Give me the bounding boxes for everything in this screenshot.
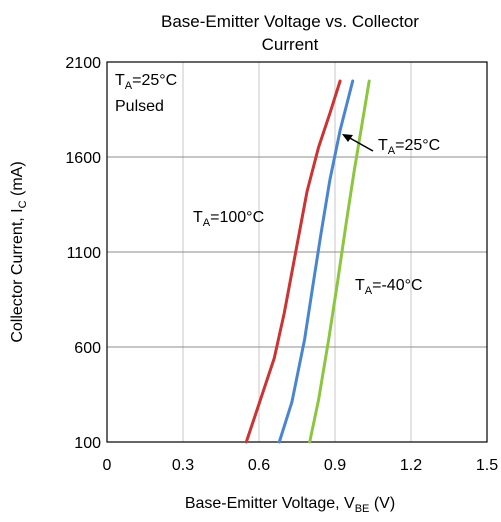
- x-tick-label: 1.5: [476, 457, 498, 474]
- annotation-arrow: [342, 134, 374, 152]
- x-tick-label: 0.9: [324, 457, 346, 474]
- y-tick-label: 2100: [65, 55, 101, 72]
- condition-note-temperature: TA=25°C: [115, 72, 177, 92]
- series-label-minus40c: TA=-40°C: [355, 277, 423, 297]
- series-line-2: [308, 79, 371, 444]
- x-tick-label: 0: [103, 457, 112, 474]
- series-lines: [244, 79, 371, 444]
- series-line-1: [277, 79, 355, 444]
- annotation-arrow-line: [347, 136, 374, 152]
- y-tick-label: 600: [74, 340, 101, 357]
- x-axis-label: Base-Emitter Voltage, VBE (V): [185, 495, 395, 515]
- tick-labels: 0 0.3 0.6 0.9 1.2 1.5 100 600 1100 1600 2100: [65, 55, 498, 474]
- chart-title: Base-Emitter Voltage vs. Collector Curre…: [161, 12, 419, 54]
- x-tick-label: 0.6: [248, 457, 270, 474]
- x-tick-label: 0.3: [172, 457, 194, 474]
- plot-frame: [106, 61, 488, 443]
- condition-note-pulsed: Pulsed: [115, 98, 164, 115]
- x-tick-label: 1.2: [400, 457, 422, 474]
- series-line-0: [244, 79, 342, 444]
- annotation-arrow-head: [342, 134, 353, 142]
- series-label-100c: TA=100°C: [193, 209, 264, 229]
- y-axis-label: Collector Current, IC (mA): [9, 161, 29, 342]
- y-tick-label: 1100: [67, 245, 102, 262]
- y-tick-label: 1600: [65, 150, 101, 167]
- chart-title-line-2: Current: [262, 35, 319, 54]
- chart-title-line-1: Base-Emitter Voltage vs. Collector: [161, 12, 419, 31]
- y-tick-label: 100: [74, 435, 101, 452]
- series-label-25c: TA=25°C: [378, 137, 440, 157]
